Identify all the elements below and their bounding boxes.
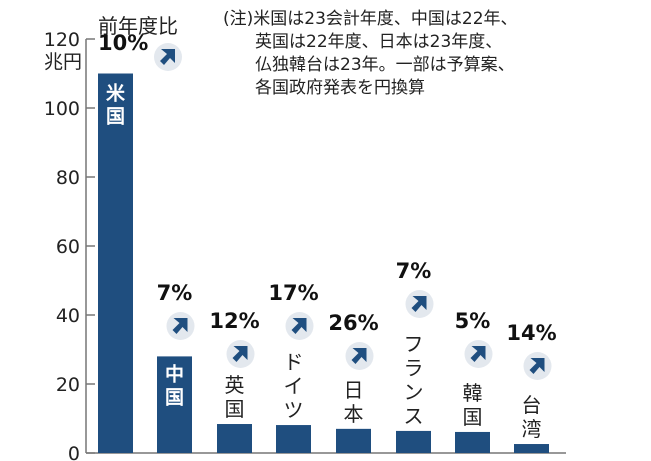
category-label: ツ [284,398,304,422]
category-label: ド [284,350,304,374]
category-label: 国 [165,386,184,408]
yoy-label: 7% [396,259,432,283]
legend-title: 前年度比 [98,14,178,38]
bar [455,431,490,453]
y-tick-label: 20 [56,374,80,396]
note-line: 仏独韓台は23年。一部は予算案、 [255,55,515,75]
y-tick-label: 100 [44,98,80,120]
y-tick-label: 0 [68,443,80,461]
yoy-label: 12% [209,309,259,333]
category-label: 韓 [463,381,483,405]
arrow-up-right-icon [523,352,552,380]
category-label: ス [404,404,424,428]
y-tick-label: 80 [56,167,80,189]
category-label: 日 [344,378,364,402]
bar [396,430,431,453]
arrow-up-right-icon [285,312,314,340]
y-tick-label: 60 [56,236,80,258]
note-line: 各国政府発表を円換算 [255,78,425,98]
note-line: 英国は22年度、日本は23年度、 [255,32,502,52]
bar [157,356,192,453]
category-label: 国 [106,106,125,128]
yoy-label: 5% [455,309,491,333]
arrow-up-right-icon [345,342,374,370]
category-label: 中 [165,362,184,385]
yoy-label: 14% [506,321,556,345]
category-label: 米 [106,82,126,105]
category-label: イ [284,374,304,398]
category-label: ン [404,380,424,404]
yoy-label: 26% [328,311,378,335]
category-label: 台 [522,393,542,417]
arrow-up-right-icon [464,340,493,368]
category-label: ラ [404,356,424,380]
yoy-label: 7% [157,281,193,305]
arrow-up-right-icon [405,290,434,318]
bar [514,444,549,453]
bar [336,428,371,453]
bar [217,424,252,453]
note-line: (注)米国は23会計年度、中国は22年、 [223,9,518,29]
y-tick-label: 120 [44,29,80,51]
arrow-up-right-icon [166,312,195,340]
bar [98,73,133,453]
arrow-up-right-icon [226,340,255,368]
y-axis-unit: 兆円 [44,51,82,73]
yoy-label: 17% [268,281,318,305]
category-label: 英 [225,373,245,397]
category-label: 湾 [522,417,542,441]
category-label: 国 [463,405,483,429]
chart-note: (注)米国は23会計年度、中国は22年、英国は22年度、日本は23年度、仏独韓台… [223,9,518,98]
arrow-up-right-icon [154,43,182,71]
y-tick-label: 40 [56,305,80,327]
category-label: 国 [225,397,245,421]
category-label: フ [404,332,424,356]
category-label: 本 [344,402,364,426]
bar [276,425,311,453]
yoy-label: 10% [98,31,148,55]
